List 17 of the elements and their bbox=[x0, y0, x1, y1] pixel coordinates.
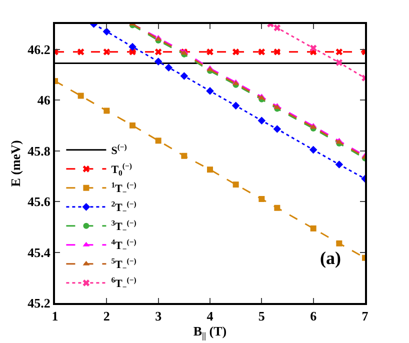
y-axis-title: E (meV) bbox=[8, 140, 24, 187]
y-tick-label: 45.8 bbox=[28, 143, 51, 158]
legend-label: S$^{(−)}$ bbox=[111, 142, 128, 158]
x-tick-label: 4 bbox=[206, 308, 214, 324]
annotation: (a) bbox=[320, 248, 341, 268]
x-tick-label: 5 bbox=[258, 308, 266, 324]
y-tick-label: 45.2 bbox=[28, 296, 50, 311]
x-tick-label: 3 bbox=[155, 308, 162, 324]
y-tick-label: 45.4 bbox=[28, 244, 51, 260]
x-tick-label: 1 bbox=[52, 308, 58, 324]
y-tick-label: 46 bbox=[37, 92, 51, 108]
y-tick-label: 46.2 bbox=[28, 42, 50, 57]
y-tick-label: 45.6 bbox=[28, 194, 51, 210]
x-axis-title: B$_{||}$ (T) bbox=[193, 324, 227, 340]
x-tick-label: 7 bbox=[362, 308, 369, 324]
x-tick-label: 2 bbox=[103, 308, 110, 324]
x-tick-label: 6 bbox=[310, 308, 318, 324]
